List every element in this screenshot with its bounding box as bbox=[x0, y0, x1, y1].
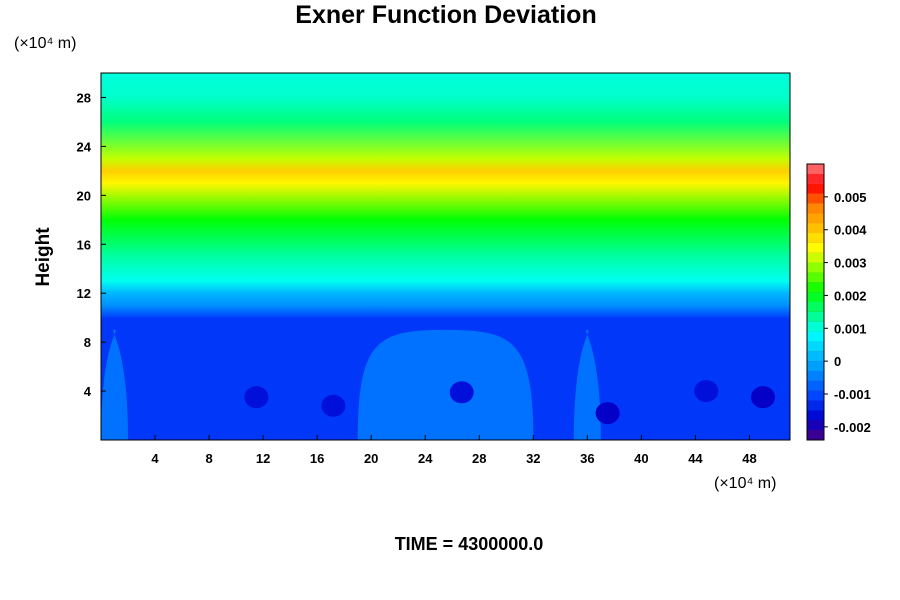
y-tick-label: 24 bbox=[77, 139, 92, 154]
darker-blob bbox=[449, 381, 474, 404]
colorbar-band bbox=[807, 371, 824, 381]
x-tick-label: 32 bbox=[526, 451, 540, 466]
colorbar-tick-label: 0.005 bbox=[834, 190, 867, 205]
colorbar-band bbox=[807, 430, 824, 440]
x-axis: 4 8 12 16 20 24 28 32 36 40 44 48 bbox=[151, 435, 757, 466]
darker-blob bbox=[750, 386, 775, 409]
colorbar-band bbox=[807, 380, 824, 391]
x-tick-label: 8 bbox=[205, 451, 212, 466]
y-tick-label: 12 bbox=[77, 286, 91, 301]
colorbar-tick-label: 0.004 bbox=[834, 223, 867, 238]
lighter-patch bbox=[573, 329, 601, 440]
x-tick-label: 44 bbox=[688, 451, 703, 466]
colorbar-band bbox=[807, 341, 824, 352]
colorbar-ticks: -0.002 -0.001 0 0.001 0.002 0.003 0.004 0.005 bbox=[824, 190, 871, 435]
colorbar-band bbox=[807, 321, 824, 332]
colorbar-band bbox=[807, 351, 824, 362]
darker-blob bbox=[321, 394, 346, 417]
darker-blob bbox=[694, 380, 719, 403]
colorbar-tick-label: 0.003 bbox=[834, 256, 867, 271]
y-axis: 4 8 12 16 20 24 28 bbox=[77, 90, 106, 399]
colorbar-band bbox=[807, 292, 824, 302]
x-tick-label: 28 bbox=[472, 451, 486, 466]
colorbar-band bbox=[807, 302, 824, 312]
x-tick-label: 24 bbox=[418, 451, 433, 466]
darker-blob bbox=[244, 386, 269, 409]
time-label: TIME = 4300000.0 bbox=[395, 534, 544, 554]
colorbar-band bbox=[807, 233, 824, 243]
colorbar-tick-label: 0 bbox=[834, 354, 841, 369]
colorbar: -0.002 -0.001 0 0.001 0.002 0.003 0.004 0.005 bbox=[806, 163, 871, 441]
plot-frame bbox=[100, 72, 791, 441]
colorbar-band bbox=[807, 173, 824, 184]
colorbar-band bbox=[807, 311, 824, 322]
colorbar-band bbox=[807, 331, 824, 342]
y-tick-label: 8 bbox=[84, 335, 91, 350]
x-tick-label: 4 bbox=[151, 451, 159, 466]
colorbar-band bbox=[807, 361, 824, 371]
plot-area bbox=[101, 73, 790, 440]
colorbar-band bbox=[807, 183, 824, 194]
colorbar-band bbox=[807, 420, 824, 431]
x-unit-label: (×10⁴ m) bbox=[714, 475, 776, 492]
x-tick-label: 20 bbox=[364, 451, 378, 466]
x-tick-label: 36 bbox=[580, 451, 594, 466]
colorbar-band bbox=[807, 252, 824, 263]
x-tick-label: 40 bbox=[634, 451, 648, 466]
x-tick-label: 12 bbox=[256, 451, 270, 466]
y-axis-label: Height bbox=[33, 227, 54, 287]
colorbar-bands bbox=[806, 163, 825, 441]
colorbar-band bbox=[807, 410, 824, 421]
colorbar-band bbox=[807, 262, 824, 273]
x-tick-label: 48 bbox=[742, 451, 756, 466]
y-tick-label: 4 bbox=[84, 384, 92, 399]
colorbar-band bbox=[807, 400, 824, 411]
colorbar-band bbox=[807, 213, 824, 224]
colorbar-tick-label: -0.001 bbox=[834, 387, 871, 402]
colorbar-band bbox=[807, 390, 824, 401]
colorbar-band bbox=[807, 164, 824, 174]
colorbar-tick-label: -0.002 bbox=[834, 420, 871, 435]
y-tick-label: 16 bbox=[77, 237, 91, 252]
colorbar-band bbox=[807, 272, 824, 283]
colorbar-tick-label: 0.001 bbox=[834, 321, 867, 336]
colorbar-band bbox=[807, 242, 824, 253]
chart-title: Exner Function Deviation bbox=[295, 1, 596, 29]
colorbar-frame bbox=[806, 163, 825, 441]
darker-blob bbox=[595, 402, 620, 425]
y-tick-label: 20 bbox=[77, 188, 91, 203]
colorbar-band bbox=[807, 193, 824, 204]
x-tick-label: 16 bbox=[310, 451, 324, 466]
lighter-patch bbox=[101, 329, 129, 440]
colorbar-band bbox=[807, 223, 824, 233]
low-region bbox=[101, 317, 790, 440]
y-unit-label: (×10⁴ m) bbox=[14, 35, 76, 52]
colorbar-tick-label: 0.002 bbox=[834, 288, 867, 303]
y-tick-label: 28 bbox=[77, 90, 91, 105]
colorbar-band bbox=[807, 203, 824, 214]
colorbar-band bbox=[807, 282, 824, 293]
lighter-patch bbox=[357, 329, 534, 440]
